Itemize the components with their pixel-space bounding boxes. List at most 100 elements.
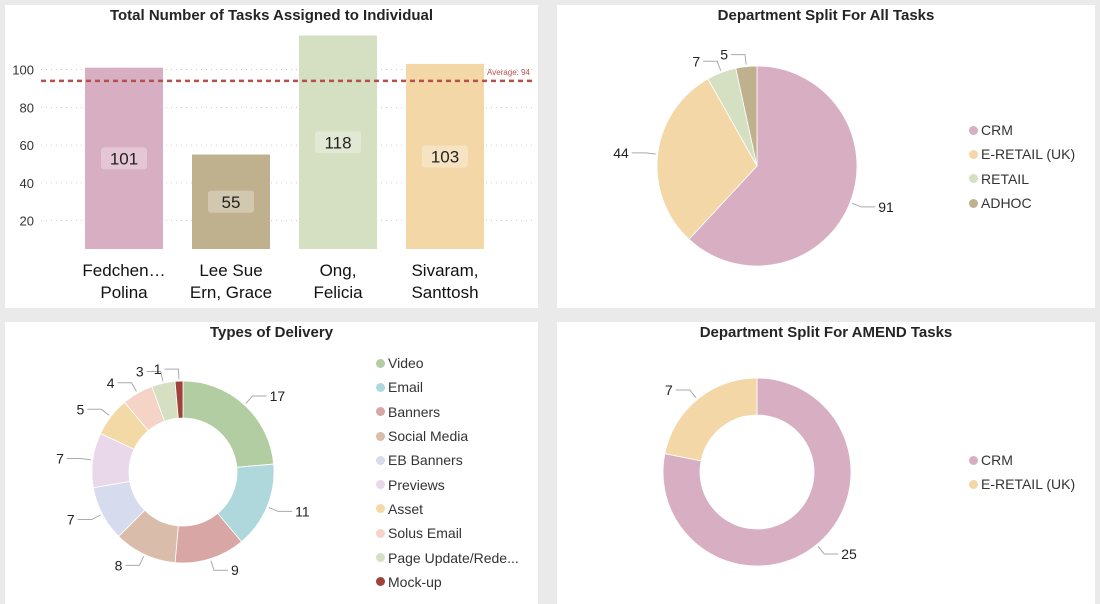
data-label-bg bbox=[101, 147, 147, 170]
data-label: 44 bbox=[613, 145, 629, 161]
bar-chart: 20 40 60 80 100 101 Fedchen… Polina 55 Lee Sue Ern… bbox=[12, 35, 535, 302]
donut-chart: 25 7 bbox=[662, 377, 857, 567]
legend-item[interactable]: EB Banners bbox=[376, 448, 519, 472]
legend: Video Email Banners Social Media EB Banners P… bbox=[376, 351, 519, 594]
data-label: 118 bbox=[324, 133, 351, 152]
leader-line bbox=[631, 152, 656, 155]
legend-label: Email bbox=[388, 379, 424, 396]
legend-item[interactable]: Solus Email bbox=[376, 521, 519, 545]
bar bbox=[406, 63, 484, 250]
tasks-per-individual-panel: Total Number of Tasks Assigned to Indivi… bbox=[5, 5, 538, 308]
data-label: 1 bbox=[154, 361, 162, 377]
leader-line bbox=[77, 514, 101, 521]
data-label: 3 bbox=[136, 363, 144, 379]
leader-line bbox=[87, 408, 110, 416]
legend-label: Solus Email bbox=[388, 525, 462, 542]
x-tick-label: Fedchen… bbox=[82, 261, 165, 280]
data-label-bg bbox=[315, 131, 361, 154]
y-tick-label: 80 bbox=[20, 100, 34, 115]
leader-line bbox=[245, 395, 267, 404]
department-split-amend-panel: Department Split For AMEND Tasks 25 7 CRM… bbox=[557, 322, 1095, 604]
data-label: 91 bbox=[878, 199, 894, 215]
legend-item[interactable]: Social Media bbox=[376, 424, 519, 448]
y-tick-label: 100 bbox=[12, 63, 34, 78]
types-of-delivery-panel: Types of Delivery 17 11 9 8 7 7 5 4 3 1 Video Emai… bbox=[5, 322, 538, 604]
legend-label: E-RETAIL (UK) bbox=[981, 476, 1076, 493]
legend-label: Mock-up bbox=[388, 573, 442, 590]
legend-label: E-RETAIL (UK) bbox=[981, 146, 1076, 163]
department-split-all-panel: Department Split For All Tasks 91 44 7 5 CR… bbox=[557, 5, 1095, 308]
legend-label: ADHOC bbox=[981, 195, 1032, 212]
legend-dot-icon bbox=[376, 528, 385, 538]
data-label: 7 bbox=[67, 512, 75, 528]
slice-e-retail-uk- bbox=[656, 78, 758, 240]
x-tick-label: Santtosh bbox=[411, 283, 478, 302]
legend-item[interactable]: Email bbox=[376, 375, 519, 399]
slice-mock-up bbox=[174, 380, 184, 419]
legend-item[interactable]: Asset bbox=[376, 497, 519, 521]
data-label: 8 bbox=[115, 557, 123, 573]
legend-dot-icon bbox=[376, 407, 385, 417]
leader-line bbox=[66, 458, 91, 461]
leader-line bbox=[817, 545, 839, 555]
x-tick-label: Felicia bbox=[313, 283, 363, 302]
legend-dot-icon bbox=[969, 479, 978, 489]
legend-item[interactable]: E-RETAIL (UK) bbox=[969, 472, 1075, 496]
chart-title: Types of Delivery bbox=[209, 324, 334, 341]
data-label: 5 bbox=[76, 401, 84, 417]
pie-chart: 91 44 7 5 bbox=[613, 47, 894, 267]
legend-label: RETAIL bbox=[981, 170, 1029, 187]
leader-line bbox=[125, 556, 145, 566]
bar bbox=[299, 35, 377, 249]
data-label: 55 bbox=[222, 193, 241, 212]
x-tick-label: Ong, bbox=[320, 261, 357, 280]
legend-item[interactable]: Previews bbox=[376, 472, 519, 496]
legend-item[interactable]: E-RETAIL (UK) bbox=[969, 142, 1075, 166]
bar bbox=[85, 67, 163, 249]
x-tick-label: Lee Sue bbox=[199, 261, 262, 280]
legend-item[interactable]: Page Update/Rede... bbox=[376, 545, 519, 569]
legend-dot-icon bbox=[969, 125, 978, 135]
data-label: 25 bbox=[841, 546, 857, 562]
legend-label: Video bbox=[388, 355, 424, 372]
donut-chart: 17 11 9 8 7 7 5 4 3 1 bbox=[56, 361, 310, 578]
data-label: 17 bbox=[270, 388, 286, 404]
legend-item[interactable]: Mock-up bbox=[376, 570, 519, 594]
slice-crm bbox=[662, 377, 852, 567]
legend-item[interactable]: RETAIL bbox=[969, 167, 1075, 191]
x-tick-label: Polina bbox=[100, 283, 148, 302]
x-tick-label: Sivaram, bbox=[411, 261, 478, 280]
legend-dot-icon bbox=[969, 198, 978, 208]
legend-dot-icon bbox=[969, 455, 978, 465]
legend-dot-icon bbox=[969, 149, 978, 159]
legend-item[interactable]: Banners bbox=[376, 400, 519, 424]
legend-item[interactable]: ADHOC bbox=[969, 191, 1075, 215]
data-label: 7 bbox=[692, 53, 700, 69]
slice-adhoc bbox=[735, 65, 758, 167]
chart-title: Department Split For AMEND Tasks bbox=[699, 324, 953, 341]
data-label: 103 bbox=[431, 147, 459, 166]
legend-dot-icon bbox=[376, 455, 385, 465]
y-tick-label: 60 bbox=[20, 138, 34, 153]
y-tick-label: 20 bbox=[20, 214, 34, 229]
leader-line bbox=[117, 382, 137, 392]
leader-line bbox=[164, 368, 180, 380]
bar bbox=[192, 154, 270, 249]
data-label: 11 bbox=[295, 503, 310, 519]
chart-title: Department Split For All Tasks bbox=[717, 7, 935, 24]
slice-e-retail-uk- bbox=[664, 377, 758, 462]
legend-dot-icon bbox=[376, 577, 385, 587]
legend-dot-icon bbox=[376, 358, 385, 368]
legend-dot-icon bbox=[376, 504, 385, 514]
leader-line bbox=[731, 54, 747, 65]
legend-label: Page Update/Rede... bbox=[388, 549, 519, 566]
legend-item[interactable]: Video bbox=[376, 351, 519, 375]
data-label: 7 bbox=[56, 451, 64, 467]
leader-line bbox=[210, 560, 228, 571]
chart-title: Total Number of Tasks Assigned to Indivi… bbox=[109, 7, 434, 24]
data-label: 101 bbox=[110, 149, 138, 168]
legend: CRM E-RETAIL (UK) bbox=[969, 448, 1075, 497]
legend-item[interactable]: CRM bbox=[969, 118, 1075, 142]
legend-item[interactable]: CRM bbox=[969, 448, 1075, 472]
data-label: 5 bbox=[720, 47, 728, 63]
